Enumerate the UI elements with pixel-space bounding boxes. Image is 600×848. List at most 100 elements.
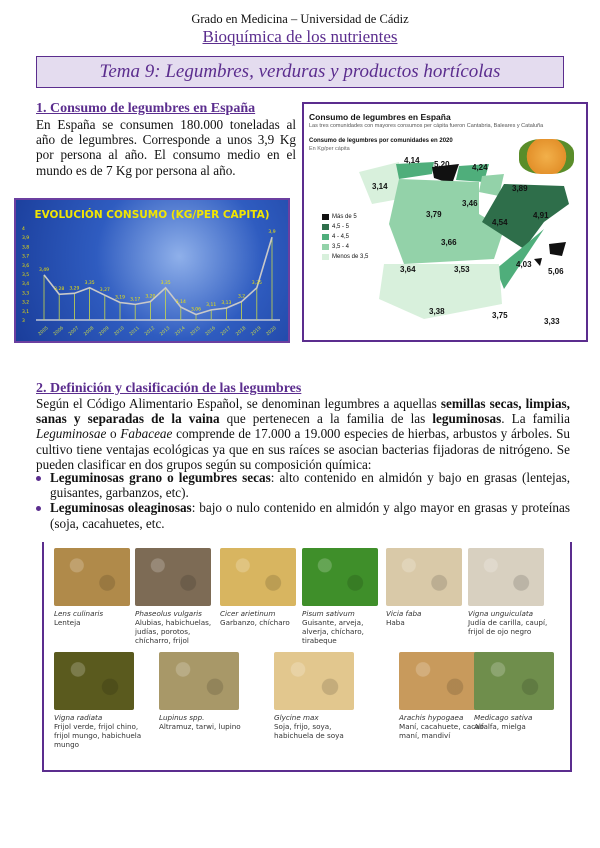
scientific-name: Glycine max (274, 713, 319, 722)
region-navarra (479, 174, 504, 196)
x-tick-label: 2006 (52, 325, 65, 337)
y-tick-label: 4 (22, 226, 25, 232)
y-tick-label: 3,3 (22, 290, 29, 296)
legume-photo (386, 548, 462, 606)
region-value: 4,14 (404, 156, 420, 165)
region-value: 3,66 (441, 238, 457, 247)
x-tick-label: 2009 (98, 325, 111, 337)
section2-paragraph: Según el Código Alimentario Español, se … (36, 396, 571, 472)
y-tick-label: 3,6 (22, 263, 29, 269)
y-tick-label: 3 (22, 318, 25, 324)
region-value: 5,06 (548, 267, 564, 276)
data-label: 3,29 (69, 285, 79, 291)
scientific-name: Arachis hypogaea (399, 713, 464, 722)
y-tick-label: 3,7 (22, 254, 29, 260)
legume-item: Arachis hypogaea Maní, cacahuete, cacao m… (399, 652, 487, 740)
legume-photo (399, 652, 479, 710)
x-tick-label: 2017 (219, 325, 232, 337)
x-tick-label: 2011 (128, 325, 141, 337)
legume-item: Medicago sativa Alfalfa, mielga (474, 652, 562, 731)
common-name: Judía de carilla, caupí, frijol de ojo n… (468, 618, 548, 636)
legume-photo (54, 652, 134, 710)
y-tick-label: 3,1 (22, 309, 29, 315)
region-aragon-cataluna (482, 184, 569, 249)
y-tick-label: 3,9 (22, 235, 29, 241)
data-label: 3,20 (145, 294, 155, 300)
x-tick-label: 2014 (174, 325, 187, 337)
legume-item: Phaseolus vulgaris Alubias, habichuelas, … (135, 548, 219, 645)
legume-photo (220, 548, 296, 606)
legend-swatch (322, 244, 329, 250)
region-asturias (396, 162, 434, 179)
legume-illustration (519, 139, 574, 174)
y-tick-label: 3,2 (22, 300, 29, 306)
x-tick-label: 2007 (67, 325, 80, 337)
region-value: 3,38 (429, 307, 445, 316)
x-tick-label: 2012 (143, 325, 156, 337)
data-label: 3,35 (252, 280, 262, 286)
common-name: Garbanzo, chícharo (220, 618, 290, 627)
data-label: 3,17 (130, 296, 140, 302)
x-tick-label: 2019 (250, 325, 263, 337)
legend-item: 4 - 4,5 (322, 234, 368, 240)
section2-heading: 2. Definición y clasificación de las leg… (36, 381, 302, 396)
scientific-name: Lens culinaris (54, 609, 104, 618)
legend-label: Menos de 3,5 (332, 254, 369, 260)
region-pais-vasco (456, 164, 489, 182)
list-item: Leguminosas oleaginosas: bajo o nulo con… (36, 500, 570, 531)
series-line (43, 236, 273, 316)
scientific-name: Phaseolus vulgaris (135, 609, 202, 618)
legume-item: Vigna unguiculata Judía de carilla, caupí… (468, 548, 552, 636)
y-tick-label: 3,8 (22, 244, 29, 250)
legume-item: Glycine max Soja, frijo, soya, habichuela… (274, 652, 362, 740)
map-subtitle: Las tres comunidades con mayores consumo… (309, 123, 544, 129)
chart-svg: EVOLUCIÓN CONSUMO (KG/PER CAPITA) 3 3,1 3,2… (22, 208, 280, 337)
y-tick-label: 3,4 (22, 281, 29, 287)
region-castilla (389, 179, 504, 264)
legume-photo (135, 548, 211, 606)
data-label: 3,35 (161, 280, 171, 286)
region-value: 5,20 (434, 160, 450, 169)
data-label: 3,06 (191, 306, 201, 312)
region-value: 4,24 (472, 163, 488, 172)
legume-photo (159, 652, 239, 710)
legume-photo (54, 548, 130, 606)
common-name: Altramuz, tarwi, lupino (159, 722, 241, 731)
legume-item: Cicer arietinum Garbanzo, chícharo (220, 548, 304, 627)
legume-item: Vicia faba Haba (386, 548, 470, 627)
region-value: 3,64 (400, 265, 416, 274)
region-baleares (549, 242, 566, 256)
common-name: Lenteja (54, 618, 81, 627)
x-tick-label: 2005 (37, 325, 50, 337)
data-label: 3,9 (268, 229, 275, 235)
section1-text: En España se consumen 180.000 toneladas … (36, 117, 296, 178)
legume-photo (274, 652, 354, 710)
scientific-name: Vigna unguiculata (468, 609, 534, 618)
common-name: Soja, frijo, soya, habichuela de soya (274, 722, 344, 740)
scientific-name: Vicia faba (386, 609, 422, 618)
region-value: 4,03 (516, 260, 532, 269)
data-label: 3,13 (221, 300, 231, 306)
common-name: Alubias, habichuelas, judías, porotos, c… (135, 618, 212, 645)
region-value: 3,46 (462, 199, 478, 208)
legume-photo (474, 652, 554, 710)
region-valencia (496, 229, 544, 289)
region-value: 4,54 (492, 218, 508, 227)
legume-item: Pisum sativum Guisante, arveja, alverja, … (302, 548, 386, 645)
course-header: Grado en Medicina – Universidad de Cádiz (191, 12, 409, 26)
data-label: 3,49 (39, 267, 49, 273)
common-name: Haba (386, 618, 405, 627)
y-tick-label: 3,5 (22, 272, 29, 278)
common-name: Guisante, arveja, alverja, chícharo, tir… (302, 618, 364, 645)
list-item: Leguminosas grano o legumbres secas: alt… (36, 470, 570, 500)
legend-label: 4,5 - 5 (332, 224, 350, 230)
region-cantabria (432, 164, 459, 184)
data-label: 3,28 (54, 286, 64, 292)
legend-item: 4,5 - 5 (322, 224, 368, 230)
classification-list: Leguminosas grano o legumbres secas: alt… (36, 470, 570, 531)
chart-title: EVOLUCIÓN CONSUMO (KG/PER CAPITA) (34, 208, 269, 221)
x-tick-label: 2008 (83, 325, 96, 337)
section1-heading: 1. Consumo de legumbres en España (36, 101, 256, 116)
legume-photo (302, 548, 378, 606)
legume-image-grid: Lens culinaris Lenteja Phaseolus vulgaris A… (42, 542, 572, 772)
